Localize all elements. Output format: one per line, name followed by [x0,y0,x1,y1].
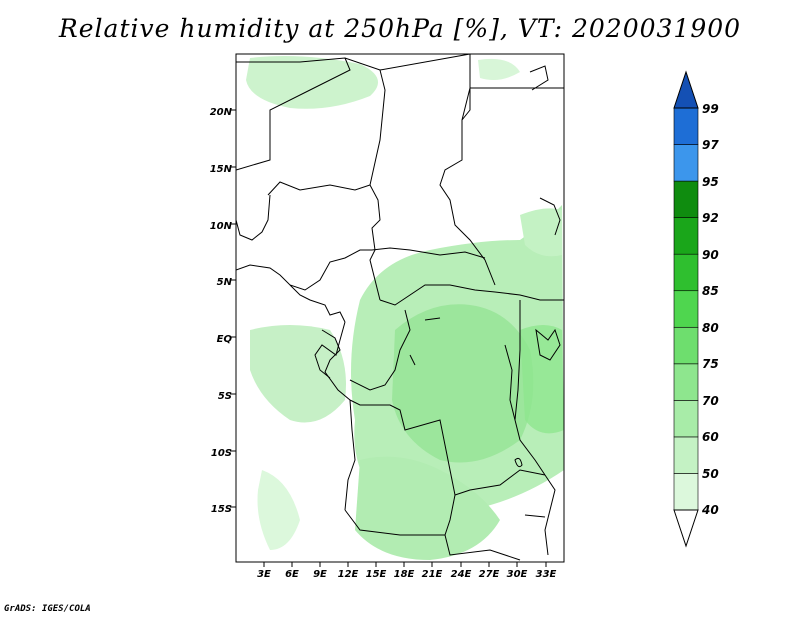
colorbar-label-90: 90 [702,248,719,262]
colorbar-label-95: 95 [702,175,719,189]
colorbar-label-99: 99 [702,102,719,116]
colorbar-label-97: 97 [702,138,719,152]
colorbar-segment [673,400,699,438]
map-frame [235,53,565,563]
shading-east-strip [520,325,564,434]
colorbar-segment [673,326,699,365]
lon-label-15e: 15E [366,569,387,580]
humidity-shading [246,56,564,560]
colorbar-label-60: 60 [702,430,719,444]
colorbar-segment [673,363,699,401]
colorbar-label-70: 70 [702,394,719,408]
colorbar-label-75: 75 [702,357,719,371]
lon-label-18e: 18E [394,569,415,580]
colorbar-segment [673,144,699,182]
shading-central-core [392,304,534,463]
colorbar-segment [673,107,699,145]
lat-label-5s: 5S [218,391,232,402]
lon-label-21e: 21E [422,569,443,580]
colorbar-segment [673,436,699,474]
colorbar-bottom-arrow [673,509,699,548]
colorbar [673,107,699,511]
lat-label-eq: EQ [217,334,233,345]
lat-label-10s: 10S [211,448,232,459]
colorbar-label-80: 80 [702,321,719,335]
colorbar-segment [673,473,699,511]
lat-label-5n: 5N [217,277,233,288]
lon-label-12e: 12E [338,569,359,580]
map-title: Relative humidity at 250hPa [%], VT: 202… [58,14,742,43]
colorbar-segment [673,217,699,255]
colorbar-segment [673,290,699,328]
lat-label-20n: 20N [210,107,233,118]
grads-credit: GrADS: IGES/COLA [4,604,91,614]
shading-northeast [478,58,520,80]
shading-west-coast [250,325,346,423]
colorbar-label-92: 92 [702,211,719,225]
colorbar-segment [673,253,699,292]
lon-label-6e: 6E [285,569,299,580]
lat-label-10n: 10N [210,221,233,232]
lon-label-24e: 24E [451,569,472,580]
colorbar-segment [673,180,699,218]
borders [236,54,564,561]
shading-north-band [246,56,378,109]
lon-ticks [263,562,547,567]
lat-label-15n: 15N [210,164,233,175]
lon-label-27e: 27E [479,569,500,580]
lat-label-15s: 15S [211,504,232,515]
lon-label-9e: 9E [313,569,327,580]
shading-southwest [257,470,300,550]
shading-northeast-tail [520,208,562,257]
colorbar-label-85: 85 [702,284,719,298]
colorbar-top-arrow [673,70,699,109]
colorbar-label-50: 50 [702,467,719,481]
lat-ticks [230,109,236,508]
colorbar-label-40: 40 [701,503,719,517]
lon-label-30e: 30E [507,569,528,580]
lon-label-33e: 33E [536,569,557,580]
lon-label-3e: 3E [257,569,271,580]
